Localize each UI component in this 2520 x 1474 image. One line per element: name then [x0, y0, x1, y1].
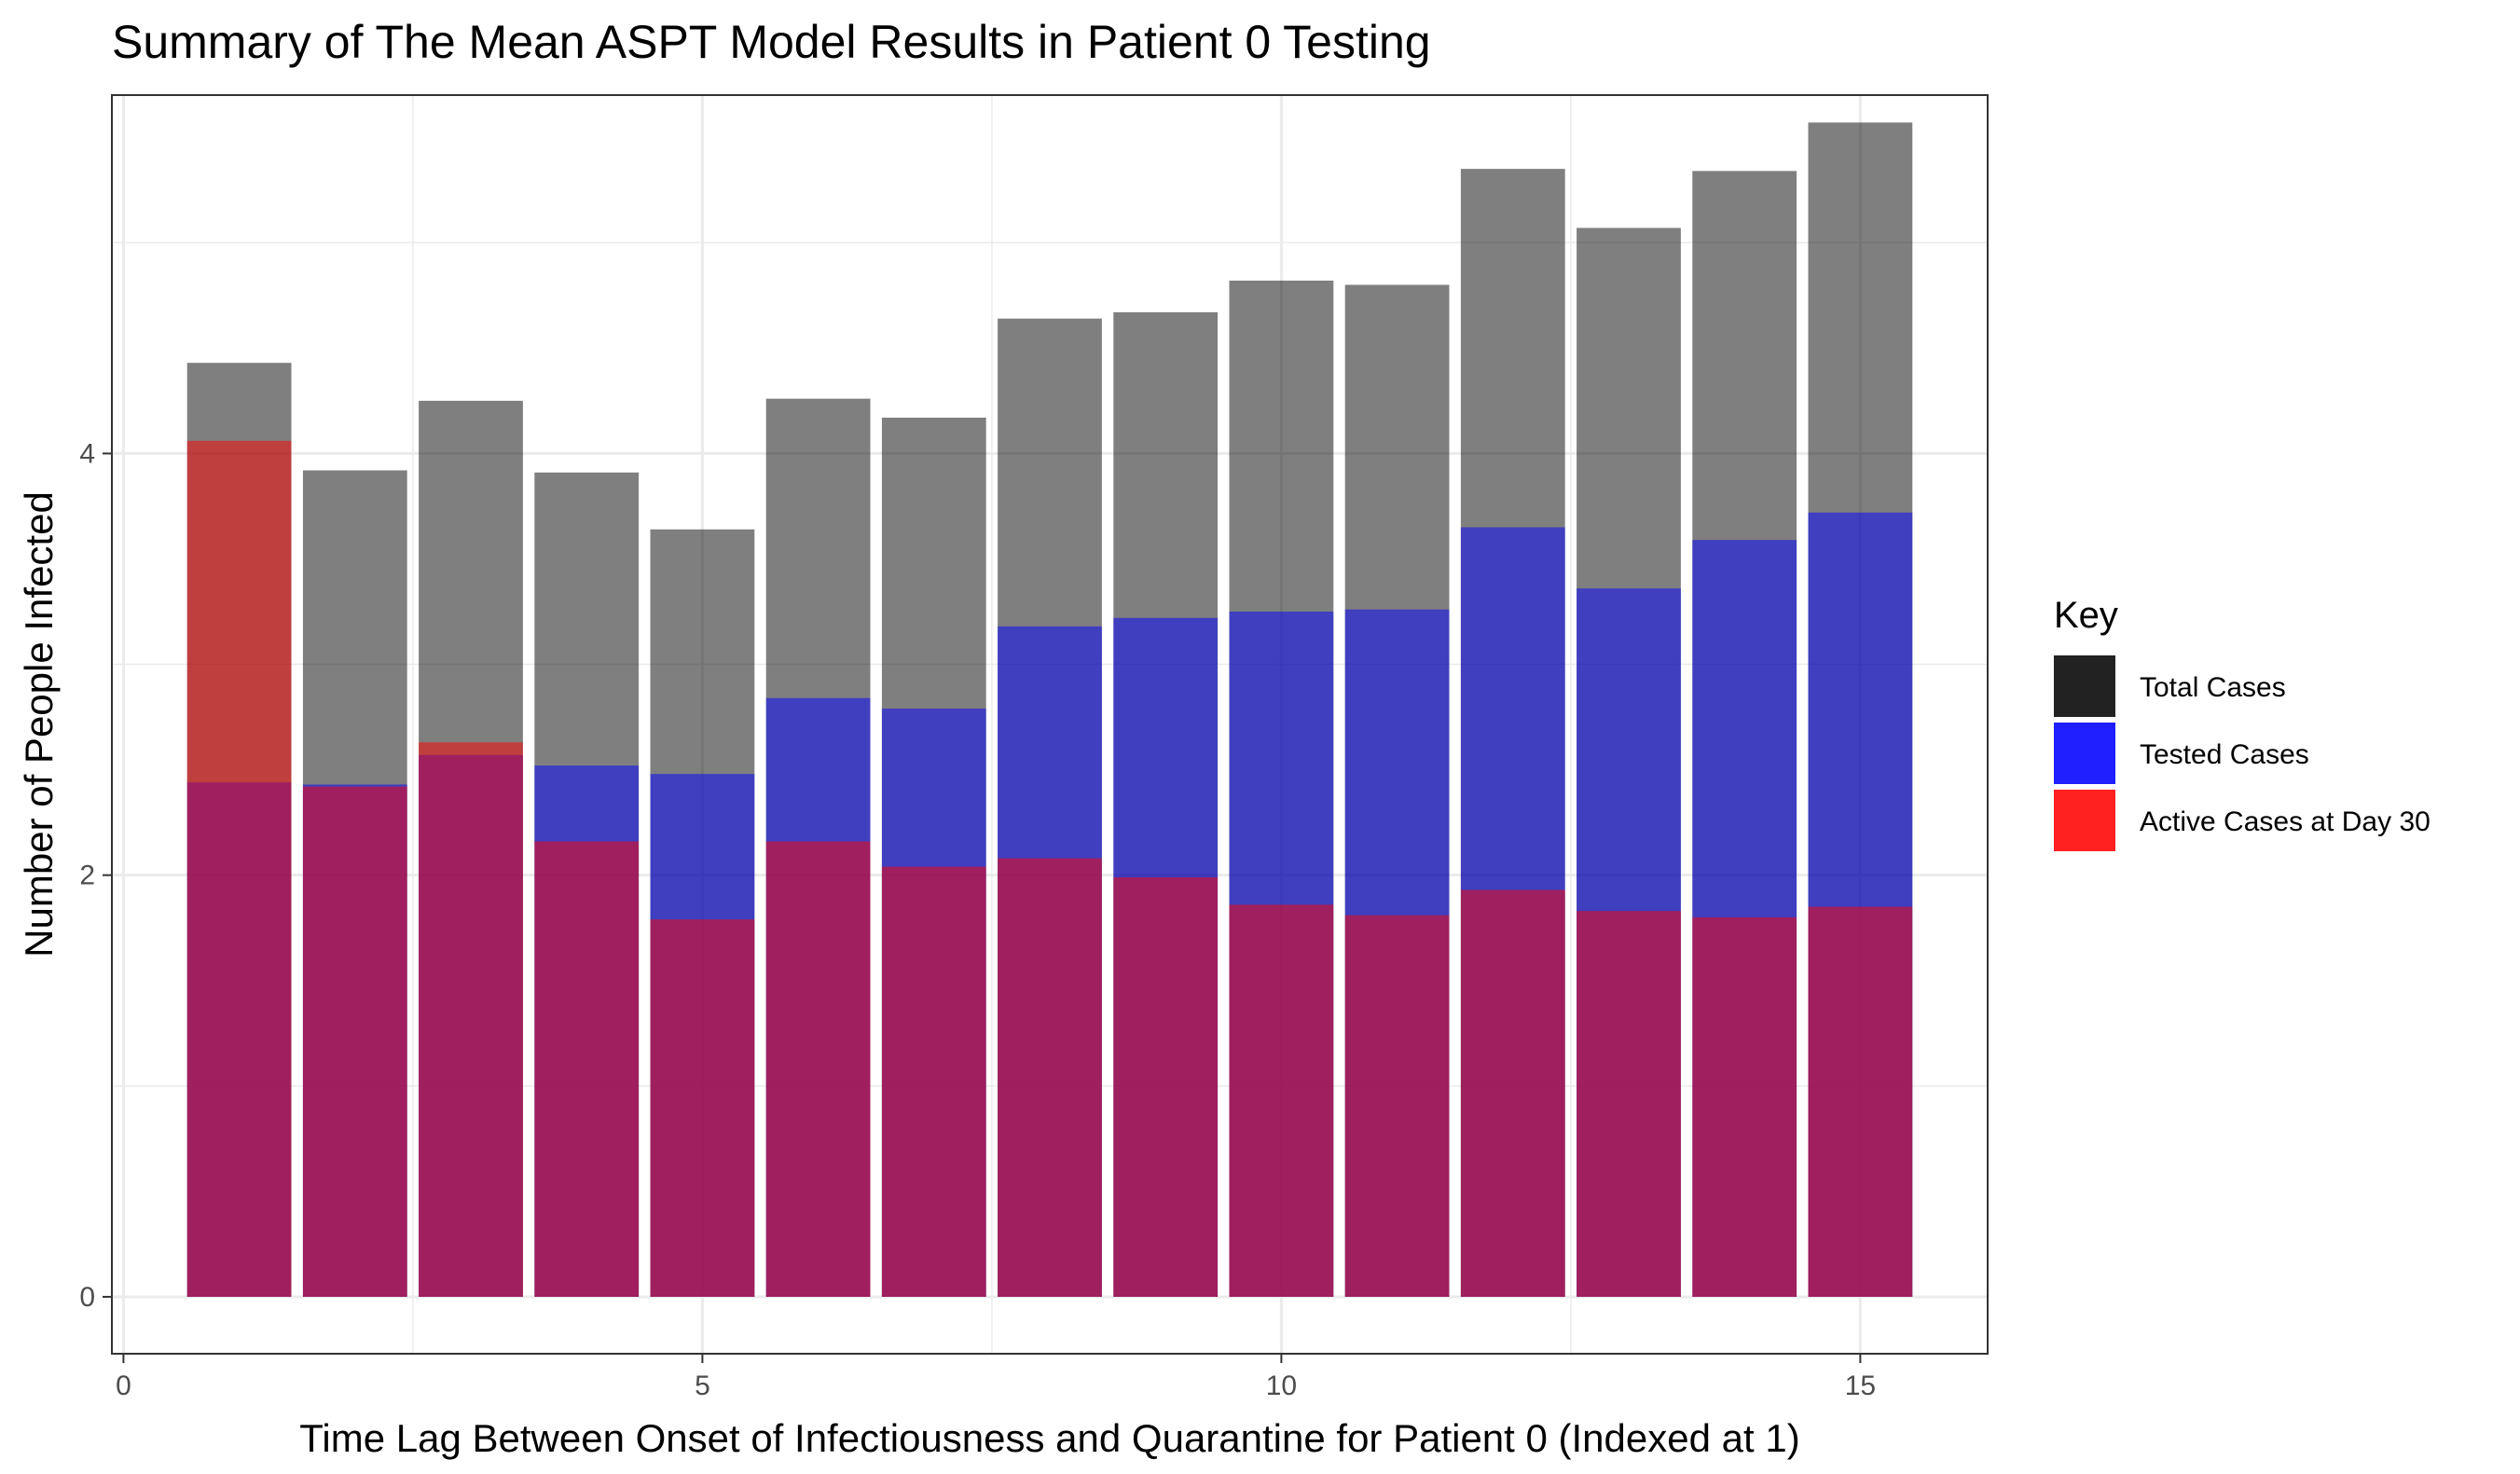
y-tick-label: 0	[79, 1282, 95, 1313]
plot-panel-border	[111, 94, 1989, 1355]
legend-swatch-total-cases	[2054, 655, 2115, 717]
bar-active-cases-at-day-30-5	[650, 919, 755, 1297]
bar-active-cases-at-day-30-7	[881, 866, 986, 1297]
bar-active-cases-at-day-30-4	[534, 841, 640, 1297]
x-tick-label: 15	[1845, 1371, 1876, 1401]
legend-title: Key	[2054, 595, 2118, 636]
y-tick-label: 4	[79, 438, 95, 469]
y-tick-label: 2	[79, 861, 95, 891]
x-axis-title: Time Lag Between Onset of Infectiousness…	[299, 1416, 1799, 1460]
bar-active-cases-at-day-30-11	[1344, 915, 1450, 1297]
bar-active-cases-at-day-30-2	[302, 786, 407, 1297]
bar-active-cases-at-day-30-1	[186, 440, 292, 1297]
bar-active-cases-at-day-30-8	[998, 858, 1102, 1297]
bar-active-cases-at-day-30-9	[1113, 876, 1219, 1297]
chart-title: Summary of The Mean ASPT Model Results i…	[112, 16, 1431, 68]
legend-swatch-active-cases-at-day-30	[2054, 790, 2115, 851]
bar-active-cases-at-day-30-15	[1808, 906, 1913, 1297]
bar-active-cases-at-day-30-12	[1460, 889, 1565, 1297]
y-axis-title: Number of People Infected	[17, 491, 61, 957]
x-tick-label: 10	[1266, 1371, 1297, 1401]
x-tick-label: 5	[695, 1371, 710, 1401]
legend-swatch-tested-cases	[2054, 723, 2115, 784]
legend-label-active-cases-at-day-30: Active Cases at Day 30	[2140, 806, 2430, 837]
legend-label-tested-cases: Tested Cases	[2140, 739, 2309, 770]
bar-active-cases-at-day-30-14	[1692, 916, 1797, 1297]
legend: Key Total Cases Tested Cases Active Cases …	[2054, 595, 2430, 851]
bar-active-cases-at-day-30-3	[419, 742, 523, 1297]
bar-active-cases-at-day-30-13	[1577, 911, 1681, 1297]
legend-label-total-cases: Total Cases	[2140, 672, 2286, 703]
bar-active-cases-at-day-30-6	[765, 841, 871, 1297]
axis-ticks: 0 5 10 15 0 2 4	[79, 438, 1876, 1401]
x-tick-label: 0	[116, 1371, 131, 1401]
bar-active-cases-at-day-30-10	[1229, 904, 1334, 1297]
bars	[186, 122, 1913, 1297]
